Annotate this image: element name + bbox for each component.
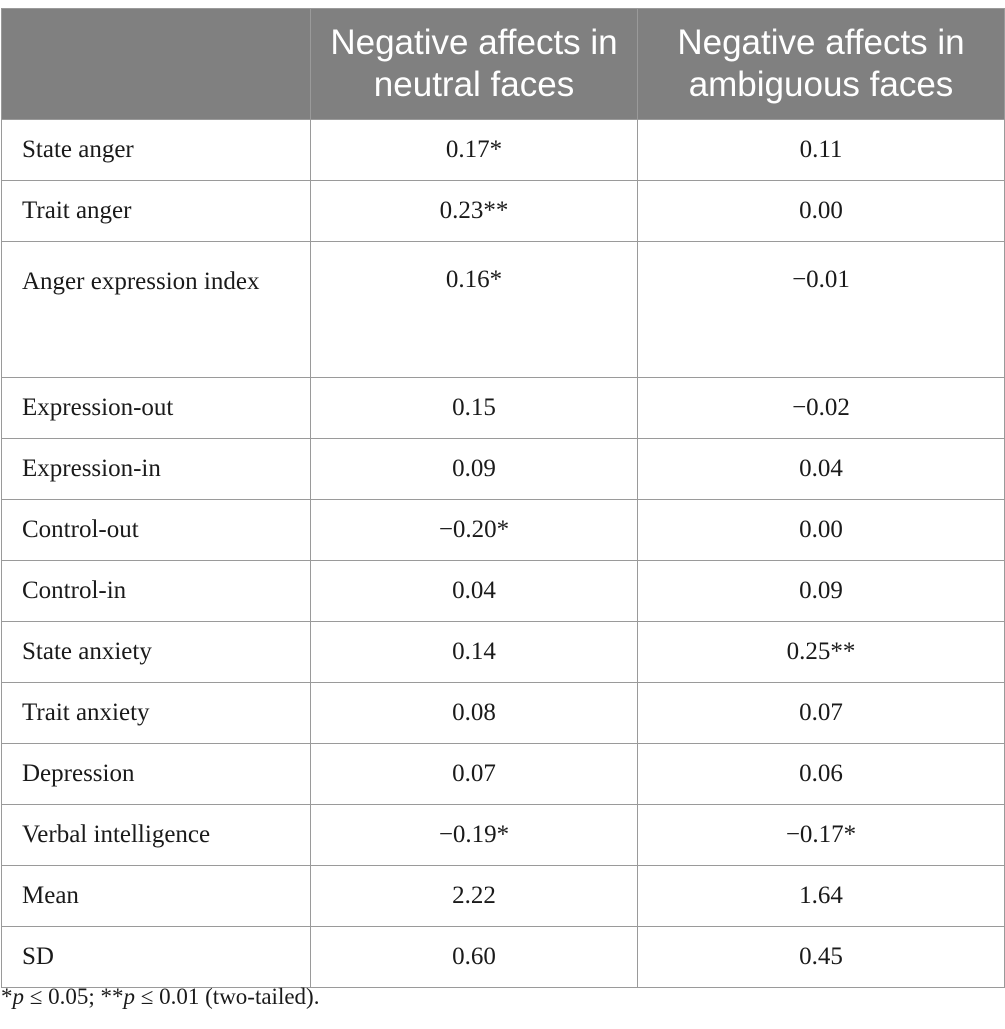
table-row: Mean 2.22 1.64 bbox=[1, 865, 1005, 927]
header-neutral-faces: Negative affects in neutral faces bbox=[310, 8, 638, 120]
table-row: State anxiety 0.14 0.25** bbox=[1, 621, 1005, 683]
row-label: Verbal intelligence bbox=[1, 804, 311, 866]
table-row: Trait anger 0.23** 0.00 bbox=[1, 180, 1005, 242]
table-row: Depression 0.07 0.06 bbox=[1, 743, 1005, 805]
neutral-value: 0.16* bbox=[310, 241, 638, 378]
ambiguous-value: 0.11 bbox=[637, 119, 1005, 181]
ambiguous-value: −0.01 bbox=[637, 241, 1005, 378]
header-ambiguous-faces: Negative affects in ambiguous faces bbox=[637, 8, 1005, 120]
neutral-value: −0.19* bbox=[310, 804, 638, 866]
neutral-value: 0.17* bbox=[310, 119, 638, 181]
row-label: Depression bbox=[1, 743, 311, 805]
ambiguous-value: 0.04 bbox=[637, 438, 1005, 500]
neutral-value: 0.08 bbox=[310, 682, 638, 744]
neutral-value: 0.14 bbox=[310, 621, 638, 683]
row-label: Control-in bbox=[1, 560, 311, 622]
table-header-row: Negative affects in neutral faces Negati… bbox=[1, 8, 1005, 120]
neutral-value: 2.22 bbox=[310, 865, 638, 927]
row-label: Trait anxiety bbox=[1, 682, 311, 744]
table-row: Verbal intelligence −0.19* −0.17* bbox=[1, 804, 1005, 866]
ambiguous-value: 1.64 bbox=[637, 865, 1005, 927]
neutral-value: −0.20* bbox=[310, 499, 638, 561]
ambiguous-value: 0.09 bbox=[637, 560, 1005, 622]
table-row: Trait anxiety 0.08 0.07 bbox=[1, 682, 1005, 744]
neutral-value: 0.04 bbox=[310, 560, 638, 622]
row-label: State anger bbox=[1, 119, 311, 181]
ambiguous-value: 0.00 bbox=[637, 499, 1005, 561]
ambiguous-value: 0.00 bbox=[637, 180, 1005, 242]
row-label: State anxiety bbox=[1, 621, 311, 683]
row-label: Mean bbox=[1, 865, 311, 927]
table-row: Expression-out 0.15 −0.02 bbox=[1, 377, 1005, 439]
ambiguous-value: −0.17* bbox=[637, 804, 1005, 866]
neutral-value: 0.07 bbox=[310, 743, 638, 805]
table-row: Control-in 0.04 0.09 bbox=[1, 560, 1005, 622]
neutral-value: 0.60 bbox=[310, 926, 638, 988]
table-row: State anger 0.17* 0.11 bbox=[1, 119, 1005, 181]
table-row: SD 0.60 0.45 bbox=[1, 926, 1005, 988]
row-label: Control-out bbox=[1, 499, 311, 561]
ambiguous-value: 0.45 bbox=[637, 926, 1005, 988]
table-footnote: *p ≤ 0.05; **p ≤ 0.01 (two-tailed). bbox=[1, 984, 320, 1009]
neutral-value: 0.15 bbox=[310, 377, 638, 439]
ambiguous-value: 0.25** bbox=[637, 621, 1005, 683]
ambiguous-value: 0.06 bbox=[637, 743, 1005, 805]
ambiguous-value: −0.02 bbox=[637, 377, 1005, 439]
row-label: Expression-out bbox=[1, 377, 311, 439]
table-row: Control-out −0.20* 0.00 bbox=[1, 499, 1005, 561]
header-cell-empty bbox=[1, 8, 311, 120]
table-row: Anger expression index 0.16* −0.01 bbox=[1, 241, 1005, 378]
row-label: Anger expression index bbox=[1, 241, 311, 378]
row-label: Trait anger bbox=[1, 180, 311, 242]
row-label: Expression-in bbox=[1, 438, 311, 500]
ambiguous-value: 0.07 bbox=[637, 682, 1005, 744]
correlation-table: Negative affects in neutral faces Negati… bbox=[1, 8, 1005, 988]
table-row: Expression-in 0.09 0.04 bbox=[1, 438, 1005, 500]
row-label: SD bbox=[1, 926, 311, 988]
neutral-value: 0.09 bbox=[310, 438, 638, 500]
neutral-value: 0.23** bbox=[310, 180, 638, 242]
